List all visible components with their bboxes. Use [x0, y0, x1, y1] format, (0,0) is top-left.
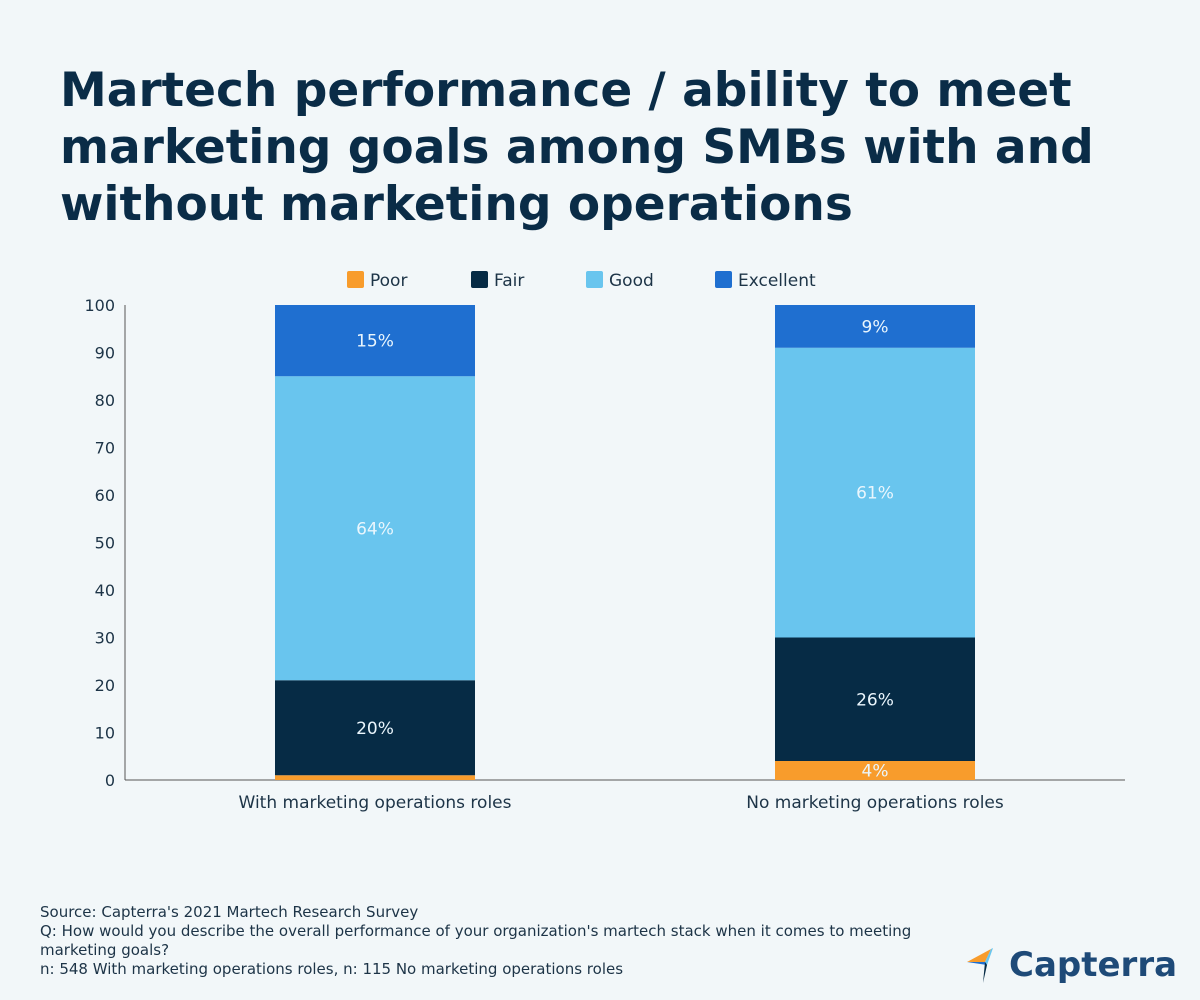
y-tick-label: 0	[105, 771, 115, 790]
x-tick-label: No marketing operations roles	[746, 793, 1004, 813]
data-label: 26%	[856, 690, 894, 710]
question-note: Q: How would you describe the overall pe…	[40, 922, 912, 959]
data-label: 64%	[356, 519, 394, 539]
y-tick-label: 60	[95, 486, 115, 505]
y-tick-label: 10	[95, 724, 115, 743]
chart-title: Martech performance / ability to meet ma…	[60, 63, 1094, 232]
y-tick-label: 100	[84, 296, 115, 315]
legend-swatch-poor	[347, 271, 364, 288]
source-note: Source: Capterra's 2021 Martech Research…	[40, 903, 419, 921]
bar-segment-fair	[275, 680, 475, 776]
y-tick-label: 70	[95, 439, 115, 458]
legend-label: Good	[609, 271, 654, 291]
stacked-bar-chart: 0 10 20 30 40 50 60 70 80 90 100 20% 64% 15% With mark…	[84, 271, 1125, 813]
data-label: 9%	[862, 317, 889, 337]
bar-segment-poor	[775, 761, 975, 780]
data-label: 20%	[356, 719, 394, 739]
legend-swatch-fair	[471, 271, 488, 288]
x-tick-label: With marketing operations roles	[239, 793, 512, 813]
legend-swatch-excellent	[715, 271, 732, 288]
y-tick-label: 30	[95, 629, 115, 648]
y-tick-label: 20	[95, 676, 115, 695]
bar-segment-poor	[275, 775, 475, 780]
capterra-arrow-icon	[967, 948, 993, 983]
legend-label: Poor	[370, 271, 407, 291]
bar-segment-good	[775, 347, 975, 638]
y-tick-label: 40	[95, 581, 115, 600]
y-tick-label: 90	[95, 344, 115, 363]
data-label: 4%	[862, 762, 889, 782]
data-label: 15%	[356, 332, 394, 352]
footer: Source: Capterra's 2021 Martech Research…	[40, 903, 920, 979]
legend-label: Excellent	[738, 271, 816, 291]
bar-segment-excellent	[775, 305, 975, 348]
y-tick-label: 50	[95, 534, 115, 553]
logo-text: Capterra	[1009, 945, 1178, 985]
y-tick-label: 80	[95, 391, 115, 410]
bar-segment-fair	[775, 637, 975, 761]
bar-segment-good	[275, 376, 475, 681]
legend-label: Fair	[494, 271, 524, 291]
sample-note: n: 548 With marketing operations roles, …	[40, 960, 624, 978]
data-label: 61%	[856, 484, 894, 504]
capterra-logo: Capterra	[965, 945, 1177, 985]
legend-swatch-good	[586, 271, 603, 288]
bar-segment-excellent	[275, 305, 475, 377]
